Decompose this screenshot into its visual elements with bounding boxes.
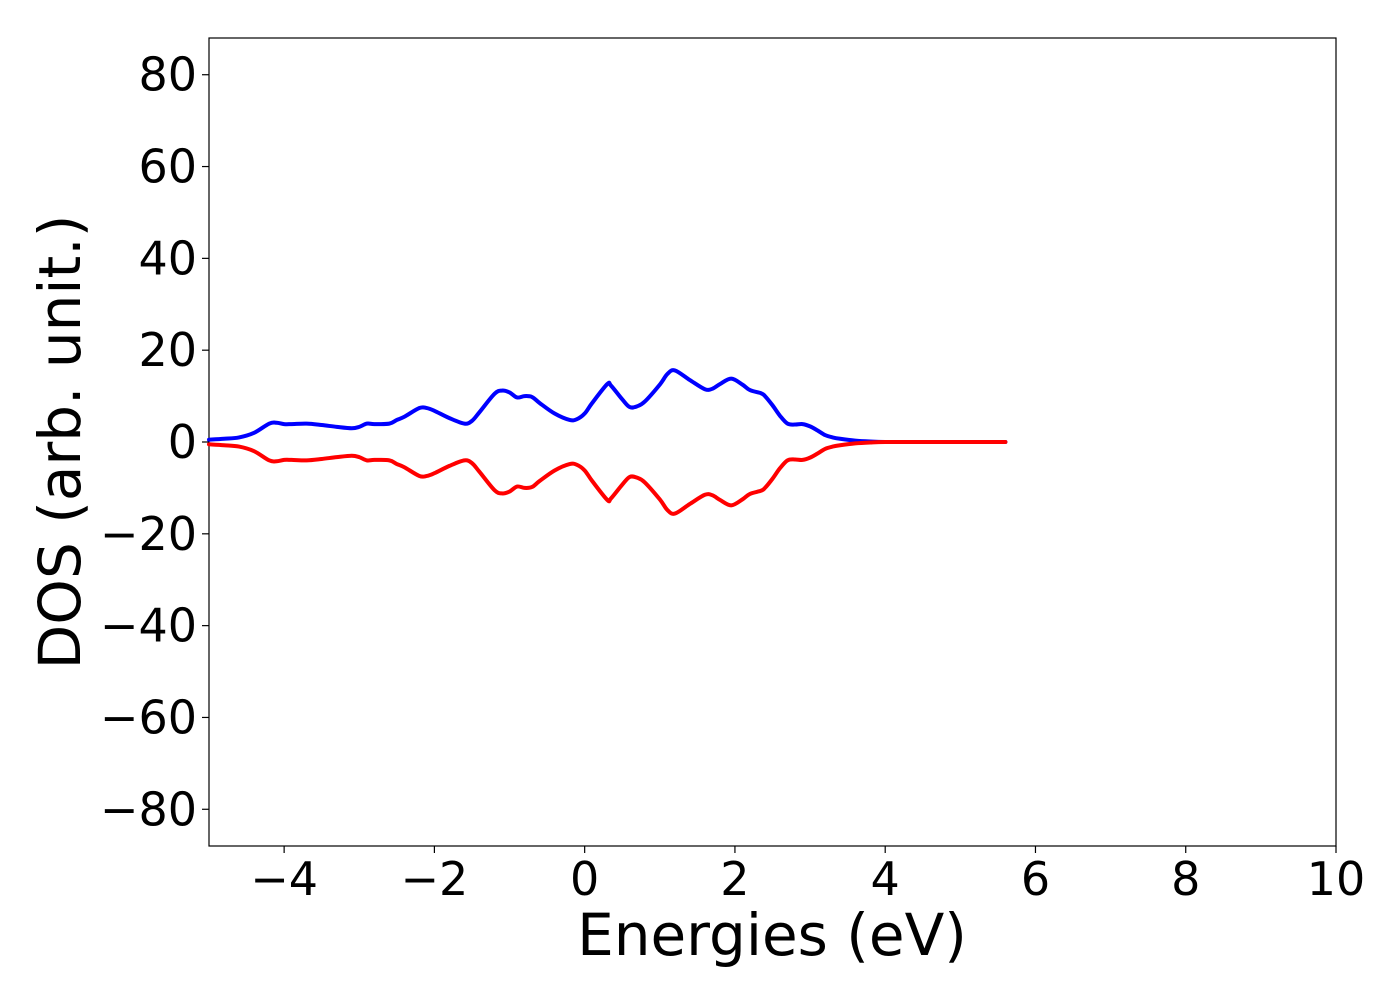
y-tick-label: 40 bbox=[138, 231, 197, 285]
x-tick-label: 4 bbox=[871, 852, 900, 906]
x-tick-label: 2 bbox=[720, 852, 749, 906]
plot-frame bbox=[208, 37, 1337, 847]
y-tick-label: −60 bbox=[100, 690, 197, 744]
y-tick-label: 60 bbox=[138, 140, 197, 194]
dos-curve-red bbox=[207, 439, 1008, 516]
x-tick-label: 8 bbox=[1171, 852, 1200, 906]
y-axis-ticks: 80 60 40 20 0 −20 −40 −60 −80 bbox=[100, 48, 209, 836]
curves-layer bbox=[207, 368, 1008, 516]
x-tick-label: 0 bbox=[570, 852, 599, 906]
y-axis-title: DOS (arb. unit.) bbox=[26, 215, 94, 670]
x-axis-ticks: −4 −2 0 2 4 6 8 10 bbox=[250, 846, 1365, 906]
y-tick-label: −40 bbox=[100, 599, 197, 653]
x-tick-label: 10 bbox=[1307, 852, 1366, 906]
y-tick-label: −80 bbox=[100, 782, 197, 836]
y-tick-label: 20 bbox=[138, 323, 197, 377]
x-tick-label: −4 bbox=[250, 852, 318, 906]
dos-curve-blue bbox=[207, 368, 1008, 445]
x-tick-label: 6 bbox=[1021, 852, 1050, 906]
y-tick-label: 80 bbox=[138, 48, 197, 102]
x-axis-title: Energies (eV) bbox=[577, 901, 967, 969]
y-tick-label: −20 bbox=[100, 507, 197, 561]
x-tick-label: −2 bbox=[400, 852, 468, 906]
y-tick-label: 0 bbox=[168, 415, 197, 469]
